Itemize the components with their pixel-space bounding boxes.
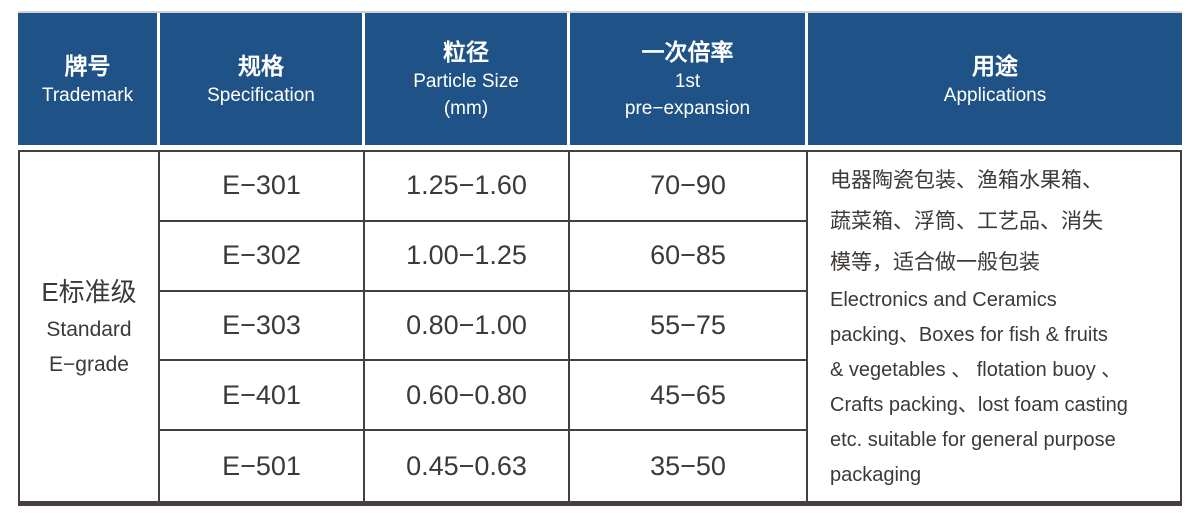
applications-en-line1: Electronics and Ceramics xyxy=(830,289,1057,311)
header-cell-pre-expansion: 一次倍率 1st pre−expansion xyxy=(570,13,808,145)
header-applications-en: Applications xyxy=(943,84,1047,106)
pre-expansion-cell-row5: 35−50 xyxy=(570,431,808,501)
spec-cell-row2: E−302 xyxy=(160,221,365,292)
applications-en-line2: packing、Boxes for fish & fruits xyxy=(830,324,1108,346)
header-cell-specification: 规格 Specification xyxy=(160,13,365,145)
pre-expansion-cell-row1: 70−90 xyxy=(570,152,808,222)
pre-expansion-cell-row2: 60−85 xyxy=(570,221,808,292)
trademark-zh: E标准级 xyxy=(41,276,137,307)
header-trademark-zh: 牌号 xyxy=(64,52,111,79)
pre-expansion-cell-row3: 55−75 xyxy=(570,291,808,362)
trademark-en2: E−grade xyxy=(49,352,129,376)
table-body: E标准级 Standard E−grade E−301 1.25−1.60 70… xyxy=(18,150,1182,506)
trademark-en1: Standard xyxy=(46,317,132,341)
header-trademark-en: Trademark xyxy=(41,84,134,106)
applications-en-line6: packaging xyxy=(830,464,922,486)
header-pre-expansion-en2: pre−expansion xyxy=(624,98,751,119)
header-applications-zh: 用途 xyxy=(972,52,1018,79)
header-cell-applications: 用途 Applications xyxy=(808,13,1182,145)
particle-size-cell-row5: 0.45−0.63 xyxy=(365,431,570,501)
header-specification-zh: 规格 xyxy=(238,52,284,79)
particle-size-cell-row3: 0.80−1.00 xyxy=(365,291,570,362)
header-specification-en: Specification xyxy=(207,84,315,106)
specification-table: 牌号 Trademark 规格 Specification 粒径 Particl… xyxy=(18,11,1182,506)
applications-en-line4: Crafts packing、lost foam casting xyxy=(830,394,1128,416)
particle-size-cell-row2: 1.00−1.25 xyxy=(365,221,570,292)
header-particle-size-en: Particle Size xyxy=(413,71,519,92)
particle-size-cell-row1: 1.25−1.60 xyxy=(365,152,570,222)
pre-expansion-cell-row4: 45−65 xyxy=(570,361,808,432)
particle-size-cell-row4: 0.60−0.80 xyxy=(365,361,570,432)
spec-cell-row4: E−401 xyxy=(160,361,365,432)
trademark-cell: E标准级 Standard E−grade xyxy=(20,152,160,501)
spec-cell-row3: E−303 xyxy=(160,291,365,362)
header-particle-size-zh: 粒径 xyxy=(443,39,489,65)
applications-zh-line2: 蔬菜箱、浮筒、工艺品、消失 xyxy=(830,210,1103,233)
applications-zh-line1: 电器陶瓷包装、渔箱水果箱、 xyxy=(830,169,1103,192)
applications-en-line5: etc. suitable for general purpose xyxy=(830,429,1116,451)
applications-cell: 电器陶瓷包装、渔箱水果箱、 蔬菜箱、浮筒、工艺品、消失 模等，适合做一般包装 E… xyxy=(808,152,1180,501)
spec-cell-row5: E−501 xyxy=(160,431,365,501)
header-pre-expansion-zh: 一次倍率 xyxy=(641,39,734,65)
header-pre-expansion-en1: 1st xyxy=(674,71,701,92)
spec-cell-row1: E−301 xyxy=(160,152,365,222)
table-header-row: 牌号 Trademark 规格 Specification 粒径 Particl… xyxy=(18,11,1182,145)
header-cell-particle-size: 粒径 Particle Size (mm) xyxy=(365,13,570,145)
applications-en-line3: & vegetables 、 flotation buoy 、 xyxy=(830,359,1122,381)
header-cell-trademark: 牌号 Trademark xyxy=(18,13,160,145)
applications-zh-line3: 模等，适合做一般包装 xyxy=(830,251,1040,274)
header-particle-size-unit: (mm) xyxy=(443,98,489,119)
